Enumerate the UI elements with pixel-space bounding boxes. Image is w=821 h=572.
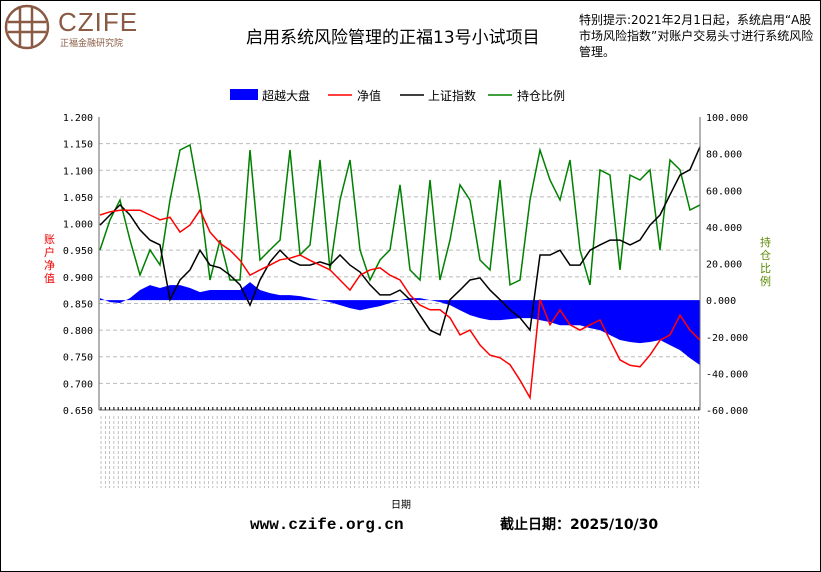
y-right-tick-label: -20.000: [706, 333, 748, 344]
y-right-tick-label: -40.000: [706, 369, 748, 380]
legend-label: 持仓比例: [517, 88, 565, 103]
y-left-tick-label: 1.200: [63, 113, 93, 124]
chart-title: 启用系统风险管理的正福13号小试项目: [246, 28, 540, 48]
y-right-tick-label: 20.000: [706, 260, 742, 271]
legend-label: 上证指数: [428, 88, 476, 103]
logo-mark-icon: [4, 4, 50, 50]
legend-label: 超越大盘: [262, 88, 310, 103]
position-ratio-line: [99, 143, 701, 287]
y-left-tick-label: 0.650: [63, 406, 93, 417]
cutoff-date: 截止日期：2025/10/30: [500, 517, 659, 533]
outperformance-area-series: [100, 282, 700, 366]
logo-brand: CZIFE: [58, 7, 139, 37]
y-left-tick-label: 0.950: [63, 246, 93, 257]
y-left-tick-label: 1.000: [63, 220, 93, 231]
y-right-tick-label: 40.000: [706, 223, 742, 234]
y-left-tick-label: 1.150: [63, 140, 93, 151]
y-left-tick-label: 0.700: [63, 379, 93, 390]
y-left-tick-label: 1.100: [63, 166, 93, 177]
notice-text: 特别提示:2021年2月1日起，系统启用“A股市场风险指数”对账户交易头寸进行系…: [579, 13, 814, 59]
legend-label: 净值: [357, 88, 381, 103]
y-left-tick-label: 0.900: [63, 273, 93, 284]
y-axis-left-label: 账户净值: [44, 233, 55, 285]
y-axis-right-label: 持仓比例: [760, 236, 771, 288]
website-link[interactable]: www.czife.org.cn: [250, 516, 404, 534]
y-left-tick-label: 1.050: [63, 193, 93, 204]
legend: 超越大盘 净值 上证指数 持仓比例: [230, 88, 565, 103]
y-right-tick-label: 100.000: [706, 113, 748, 124]
axes: 1.200 1.150 1.100 1.050 1.000 0.950 0.900 0.850…: [63, 113, 748, 488]
logo-subtitle: 正福金融研究院: [60, 39, 124, 49]
outperformance-area: [99, 282, 701, 366]
y-left-tick-label: 0.850: [63, 299, 93, 310]
x-axis-label: 日期: [391, 500, 411, 511]
legend-swatch-area: [230, 89, 258, 100]
y-right-tick-label: 0.000: [706, 296, 736, 307]
y-right-tick-label: -60.000: [706, 406, 748, 417]
y-right-tick-label: 80.000: [706, 150, 742, 161]
y-right-tick-label: 60.000: [706, 186, 742, 197]
y-left-tick-label: 0.800: [63, 326, 93, 337]
y-left-tick-label: 0.750: [63, 353, 93, 364]
